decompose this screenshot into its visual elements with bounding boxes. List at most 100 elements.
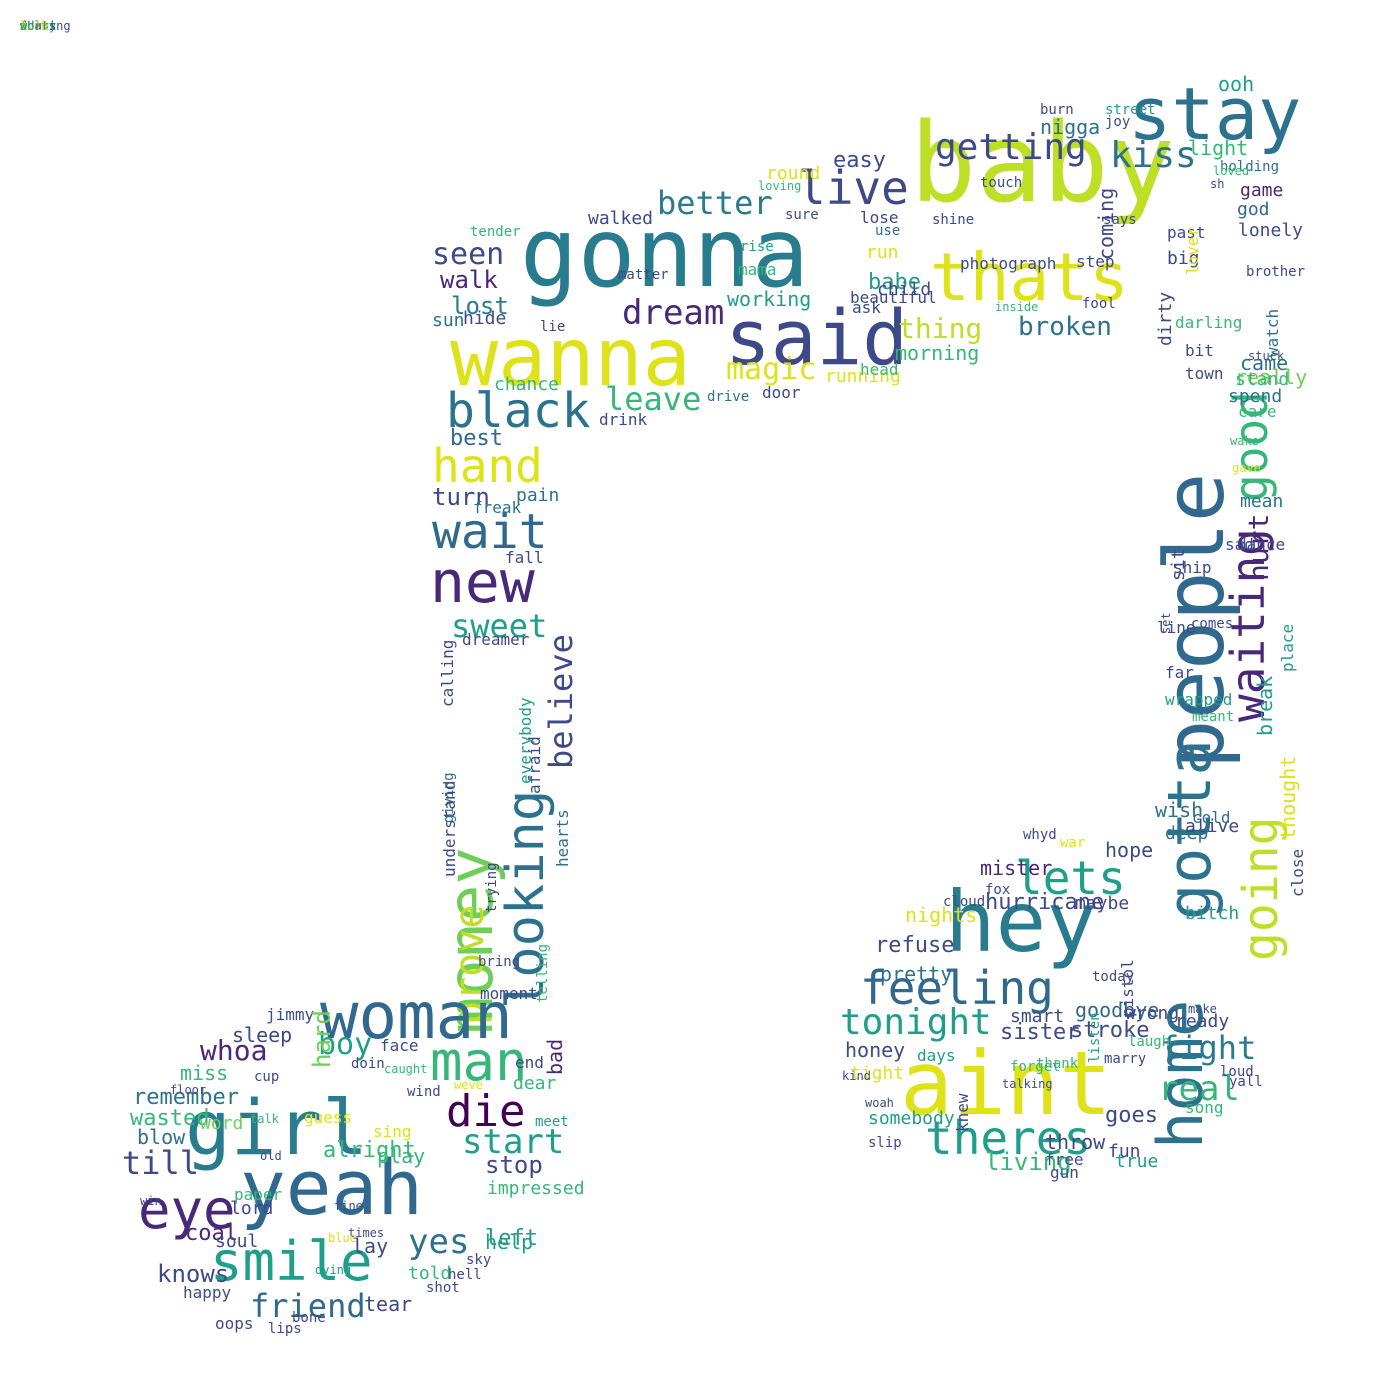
word-fox: fox (985, 882, 1011, 898)
word-friend: friend (250, 1287, 366, 1325)
word-knows: knows (157, 1260, 230, 1288)
word-yall: yall (1229, 1074, 1263, 1090)
word-matter: matter (618, 267, 669, 283)
word-sleep: sleep (232, 1023, 293, 1047)
word-game: game (1240, 180, 1284, 201)
word-kind: kind (842, 1069, 871, 1083)
word-woman: woman (320, 980, 513, 1054)
word-oops: oops (215, 1314, 254, 1333)
word-play: play (377, 1144, 426, 1168)
word-child: child (877, 279, 932, 300)
word-round: round (766, 163, 821, 184)
word-wanna: wanna (450, 311, 691, 404)
word-gonna: gonna (520, 197, 809, 309)
word-everybody: everybody (516, 697, 535, 784)
word-street: street (1105, 102, 1156, 118)
word-trying: trying (484, 862, 500, 913)
word-stop: stop (485, 1151, 543, 1179)
word-walk: walk (440, 266, 498, 294)
word-drink: drink (599, 410, 648, 429)
word-thought: thought (1276, 755, 1300, 840)
word-loud: loud (1220, 1064, 1254, 1080)
word-really: really (1235, 365, 1308, 389)
word-kiss: kiss (1110, 135, 1197, 176)
word-days: days (917, 1046, 956, 1065)
word-brother: brother (1246, 264, 1306, 280)
word-id: id (20, 19, 35, 33)
word-true: true (1115, 1151, 1159, 1172)
word-wake: wake (1230, 434, 1259, 448)
word-loving: loving (758, 179, 802, 193)
word-end: end (515, 1053, 544, 1072)
word-shot: shot (426, 1280, 460, 1296)
word-lord: lord (230, 1198, 274, 1219)
word-black: black (446, 383, 591, 439)
word-song: song (1185, 1098, 1224, 1117)
word-knew: knew (953, 1093, 972, 1132)
word-place: place (1278, 623, 1297, 672)
word-tonight: tonight (840, 1002, 992, 1043)
word-wants: wants (20, 19, 57, 33)
word-doubt: doubt (20, 19, 57, 33)
word-boy: boy (318, 1027, 373, 1062)
word-war: war (1060, 835, 1086, 851)
word-lost: lost (451, 292, 509, 320)
word-hearts: hearts (553, 809, 572, 867)
word-fool: fool (1082, 296, 1116, 312)
word-jimmy: jimmy (266, 1005, 315, 1024)
word-babe: babe (868, 270, 921, 295)
word-work: work (20, 19, 49, 33)
word-honey: honey (845, 1038, 906, 1062)
word-understand: understand (440, 780, 459, 877)
word-wait: wait (432, 504, 548, 560)
word-holding: holding (1220, 159, 1280, 175)
word-broken: broken (1018, 312, 1112, 342)
word-dear: dear (513, 1073, 557, 1094)
word-times: times (348, 1226, 385, 1240)
word-man: man (430, 1030, 528, 1093)
word-hurricane: hurricane (985, 890, 1105, 915)
word-throw: throw (1045, 1130, 1106, 1154)
word-hide: hide (463, 308, 507, 329)
word-sky: sky (466, 1252, 492, 1268)
word-inside: inside (995, 300, 1039, 314)
word-sun: sun (432, 310, 465, 331)
word-word: word (200, 1113, 244, 1134)
word-bone: bone (292, 1310, 326, 1326)
word-stuck: stuck (1248, 349, 1285, 363)
word-lose: lose (860, 208, 899, 227)
word-darling: darling (1175, 313, 1243, 332)
word-coming: coming (1094, 187, 1118, 260)
word-easy: easy (833, 148, 886, 173)
word-shit: shit (20, 19, 49, 33)
word-lay: lay (352, 1234, 389, 1258)
word-bad: bad (543, 1038, 567, 1075)
word-hard: hard (308, 1010, 336, 1068)
word-old: old (260, 1149, 282, 1163)
word-past: past (1167, 223, 1206, 242)
word-bit: bit (1185, 341, 1214, 360)
word-live: live (798, 161, 909, 215)
word-lips: lips (268, 1321, 302, 1337)
word-sad: sad (1225, 535, 1254, 554)
word-blow: blow (137, 1125, 186, 1149)
word-forget: forget (1010, 1059, 1061, 1075)
word-miss: miss (180, 1061, 229, 1085)
word-says: says (1103, 212, 1137, 228)
word-whats: whats (20, 19, 57, 33)
word-face: face (380, 1036, 419, 1055)
word-best: best (450, 426, 503, 451)
word-gun: gun (1050, 1163, 1079, 1182)
word-caught: caught (384, 1062, 428, 1076)
word-win: win (140, 1194, 162, 1208)
word-make: make (1188, 1002, 1217, 1016)
word-wasted: wasted (130, 1106, 210, 1131)
word-getting: getting (935, 127, 1087, 168)
word-till: till (122, 1144, 200, 1182)
word-sure: sure (785, 207, 819, 223)
word-dream: dream (622, 293, 725, 333)
word-beautiful: beautiful (850, 288, 937, 307)
word-head: head (860, 360, 899, 379)
word-talk: talk (250, 1112, 279, 1126)
